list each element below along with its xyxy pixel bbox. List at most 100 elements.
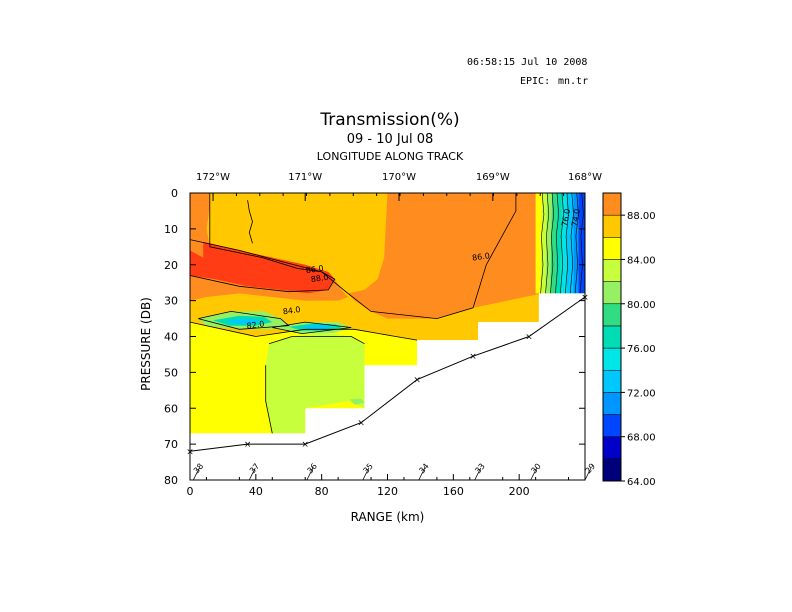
contour-line-6 <box>198 310 290 330</box>
contour-line-steep-2 <box>545 192 550 294</box>
colorbar-tick-label-4: 76.00 <box>627 344 656 355</box>
x-tick-label-2: 40 <box>249 485 263 498</box>
contour-line-steep-7 <box>569 192 574 294</box>
no-data-left <box>190 433 306 452</box>
station-track: ×× ××××××38 37 36 35 34 33 30 29 <box>186 293 597 481</box>
track-marker-4: × <box>357 419 365 429</box>
colorbar-tick-label-7: 64.00 <box>627 477 656 488</box>
y-tick-label-7: 60 <box>164 402 178 415</box>
contour-region-11 <box>545 193 553 294</box>
contour-region-15 <box>566 193 574 294</box>
contour-region-6 <box>190 239 335 294</box>
y-tick-label-3: 20 <box>164 259 178 272</box>
top-tick-label-5: 168°W <box>568 172 602 183</box>
colorbar-tick-label-1: 88.00 <box>627 211 656 222</box>
top-tick-label-4: 169°W <box>476 172 510 183</box>
contour-region-12 <box>550 193 557 294</box>
y-tick-label-5: 40 <box>164 331 178 344</box>
axes: 0 40 80 120 160 200 0 10 20 30 40 50 60 70 80 172°W 171°… <box>164 172 602 498</box>
contour-line-1 <box>189 239 336 293</box>
contour-line-steep-1 <box>540 192 545 294</box>
contour-region-10 <box>540 193 548 294</box>
contour-region-17 <box>578 193 585 294</box>
chart-title: Transmission(%) <box>320 110 460 130</box>
y-tick-label-8: 70 <box>164 438 178 451</box>
track-marker-2: × <box>244 440 252 450</box>
contour-region-7 <box>473 193 543 308</box>
colorbar-frame <box>602 192 622 482</box>
no-data-stair <box>305 293 585 445</box>
track-marker-3: × <box>301 440 309 450</box>
contour-region-4 <box>348 193 516 319</box>
contour-region-25 <box>190 193 204 258</box>
colorbar-tick-label-5: 72.00 <box>627 388 656 399</box>
colorbar-band-2 <box>602 436 622 460</box>
top-tick-label-3: 170°W <box>382 172 416 183</box>
track-marker-6: × <box>469 352 477 362</box>
colorbar-tick-label-3: 80.00 <box>627 300 656 311</box>
contour-line-2 <box>209 193 517 320</box>
epic-label: EPIC: <box>520 76 551 87</box>
track-line <box>189 296 586 452</box>
contour-region-20 <box>226 318 263 324</box>
colorbar-band-5 <box>602 369 622 393</box>
y-tick-label-6: 50 <box>164 366 178 379</box>
colorbar-band-7 <box>602 325 622 349</box>
top-axis-label: LONGITUDE ALONG TRACK <box>316 150 464 163</box>
x-tick-label-5: 160 <box>443 485 464 498</box>
colorbar-band-10 <box>602 259 622 282</box>
contour-line-steep-6 <box>565 192 569 294</box>
colorbar-band-8 <box>602 303 622 327</box>
colorbar: 88.00 84.00 80.00 76.00 72.00 68.00 64.00 <box>602 192 656 488</box>
top-tick-label-2: 171°W <box>288 172 322 183</box>
epic-file: mn.tr <box>558 76 589 87</box>
contour-line-7 <box>272 321 352 335</box>
contour-line-steep-4 <box>555 192 560 294</box>
colorbar-band-9 <box>602 281 622 305</box>
chart-subtitle: 09 - 10 Jul 08 <box>346 132 434 147</box>
x-tick-label-1: 0 <box>187 485 194 498</box>
station-tick-2 <box>248 467 256 481</box>
contour-region-3 <box>265 332 365 434</box>
contour-label-2: 88.0 <box>310 273 329 284</box>
x-tick-label-6: 200 <box>509 485 530 498</box>
station-tick-8 <box>584 467 592 481</box>
contour-line-steep-8 <box>574 192 579 294</box>
contour-lines: 86.088.084.082.086.076.074.0 <box>189 192 584 434</box>
contour-fills <box>190 193 585 434</box>
contour-line-steep-9 <box>579 192 584 294</box>
colorbar-band-11 <box>602 237 622 260</box>
station-label-8: 29 <box>584 462 597 476</box>
y-tick-label-1: 0 <box>171 187 178 200</box>
x-axis-label: RANGE (km) <box>350 510 425 524</box>
contour-label-1: 86.0 <box>305 264 324 275</box>
contour-region-14 <box>560 193 567 294</box>
contour-region-13 <box>555 193 562 294</box>
y-axis-label: PRESSURE (DB) <box>139 297 153 391</box>
colorbar-tick-label-2: 84.00 <box>627 255 656 266</box>
contour-label-5: 86.0 <box>472 251 491 262</box>
no-data-region <box>190 297 585 480</box>
colorbar-band-1 <box>602 458 622 482</box>
station-tick-4 <box>362 467 370 481</box>
contour-region-24 <box>349 398 365 405</box>
contour-line-5 <box>265 365 273 434</box>
station-tick-5 <box>418 467 426 481</box>
contour-line-8 <box>247 200 253 244</box>
contour-region-9 <box>535 193 543 294</box>
y-tick-label-9: 80 <box>164 474 178 487</box>
colorbar-band-12 <box>602 214 622 238</box>
colorbar-tick-label-6: 68.00 <box>627 433 656 444</box>
contour-label-3: 84.0 <box>282 305 301 316</box>
y-tick-label-2: 10 <box>164 223 178 236</box>
colorbar-band-3 <box>602 414 622 437</box>
station-tick-6 <box>474 467 482 481</box>
station-tick-1 <box>192 467 200 481</box>
colorbar-band-13 <box>602 192 622 216</box>
track-marker-5: × <box>413 376 421 386</box>
contour-line-steep-5 <box>560 192 564 294</box>
station-tick-3 <box>306 467 314 481</box>
contour-label-7: 74.0 <box>570 208 582 227</box>
contour-line-steep-3 <box>550 192 555 294</box>
contour-line-3 <box>189 321 418 341</box>
